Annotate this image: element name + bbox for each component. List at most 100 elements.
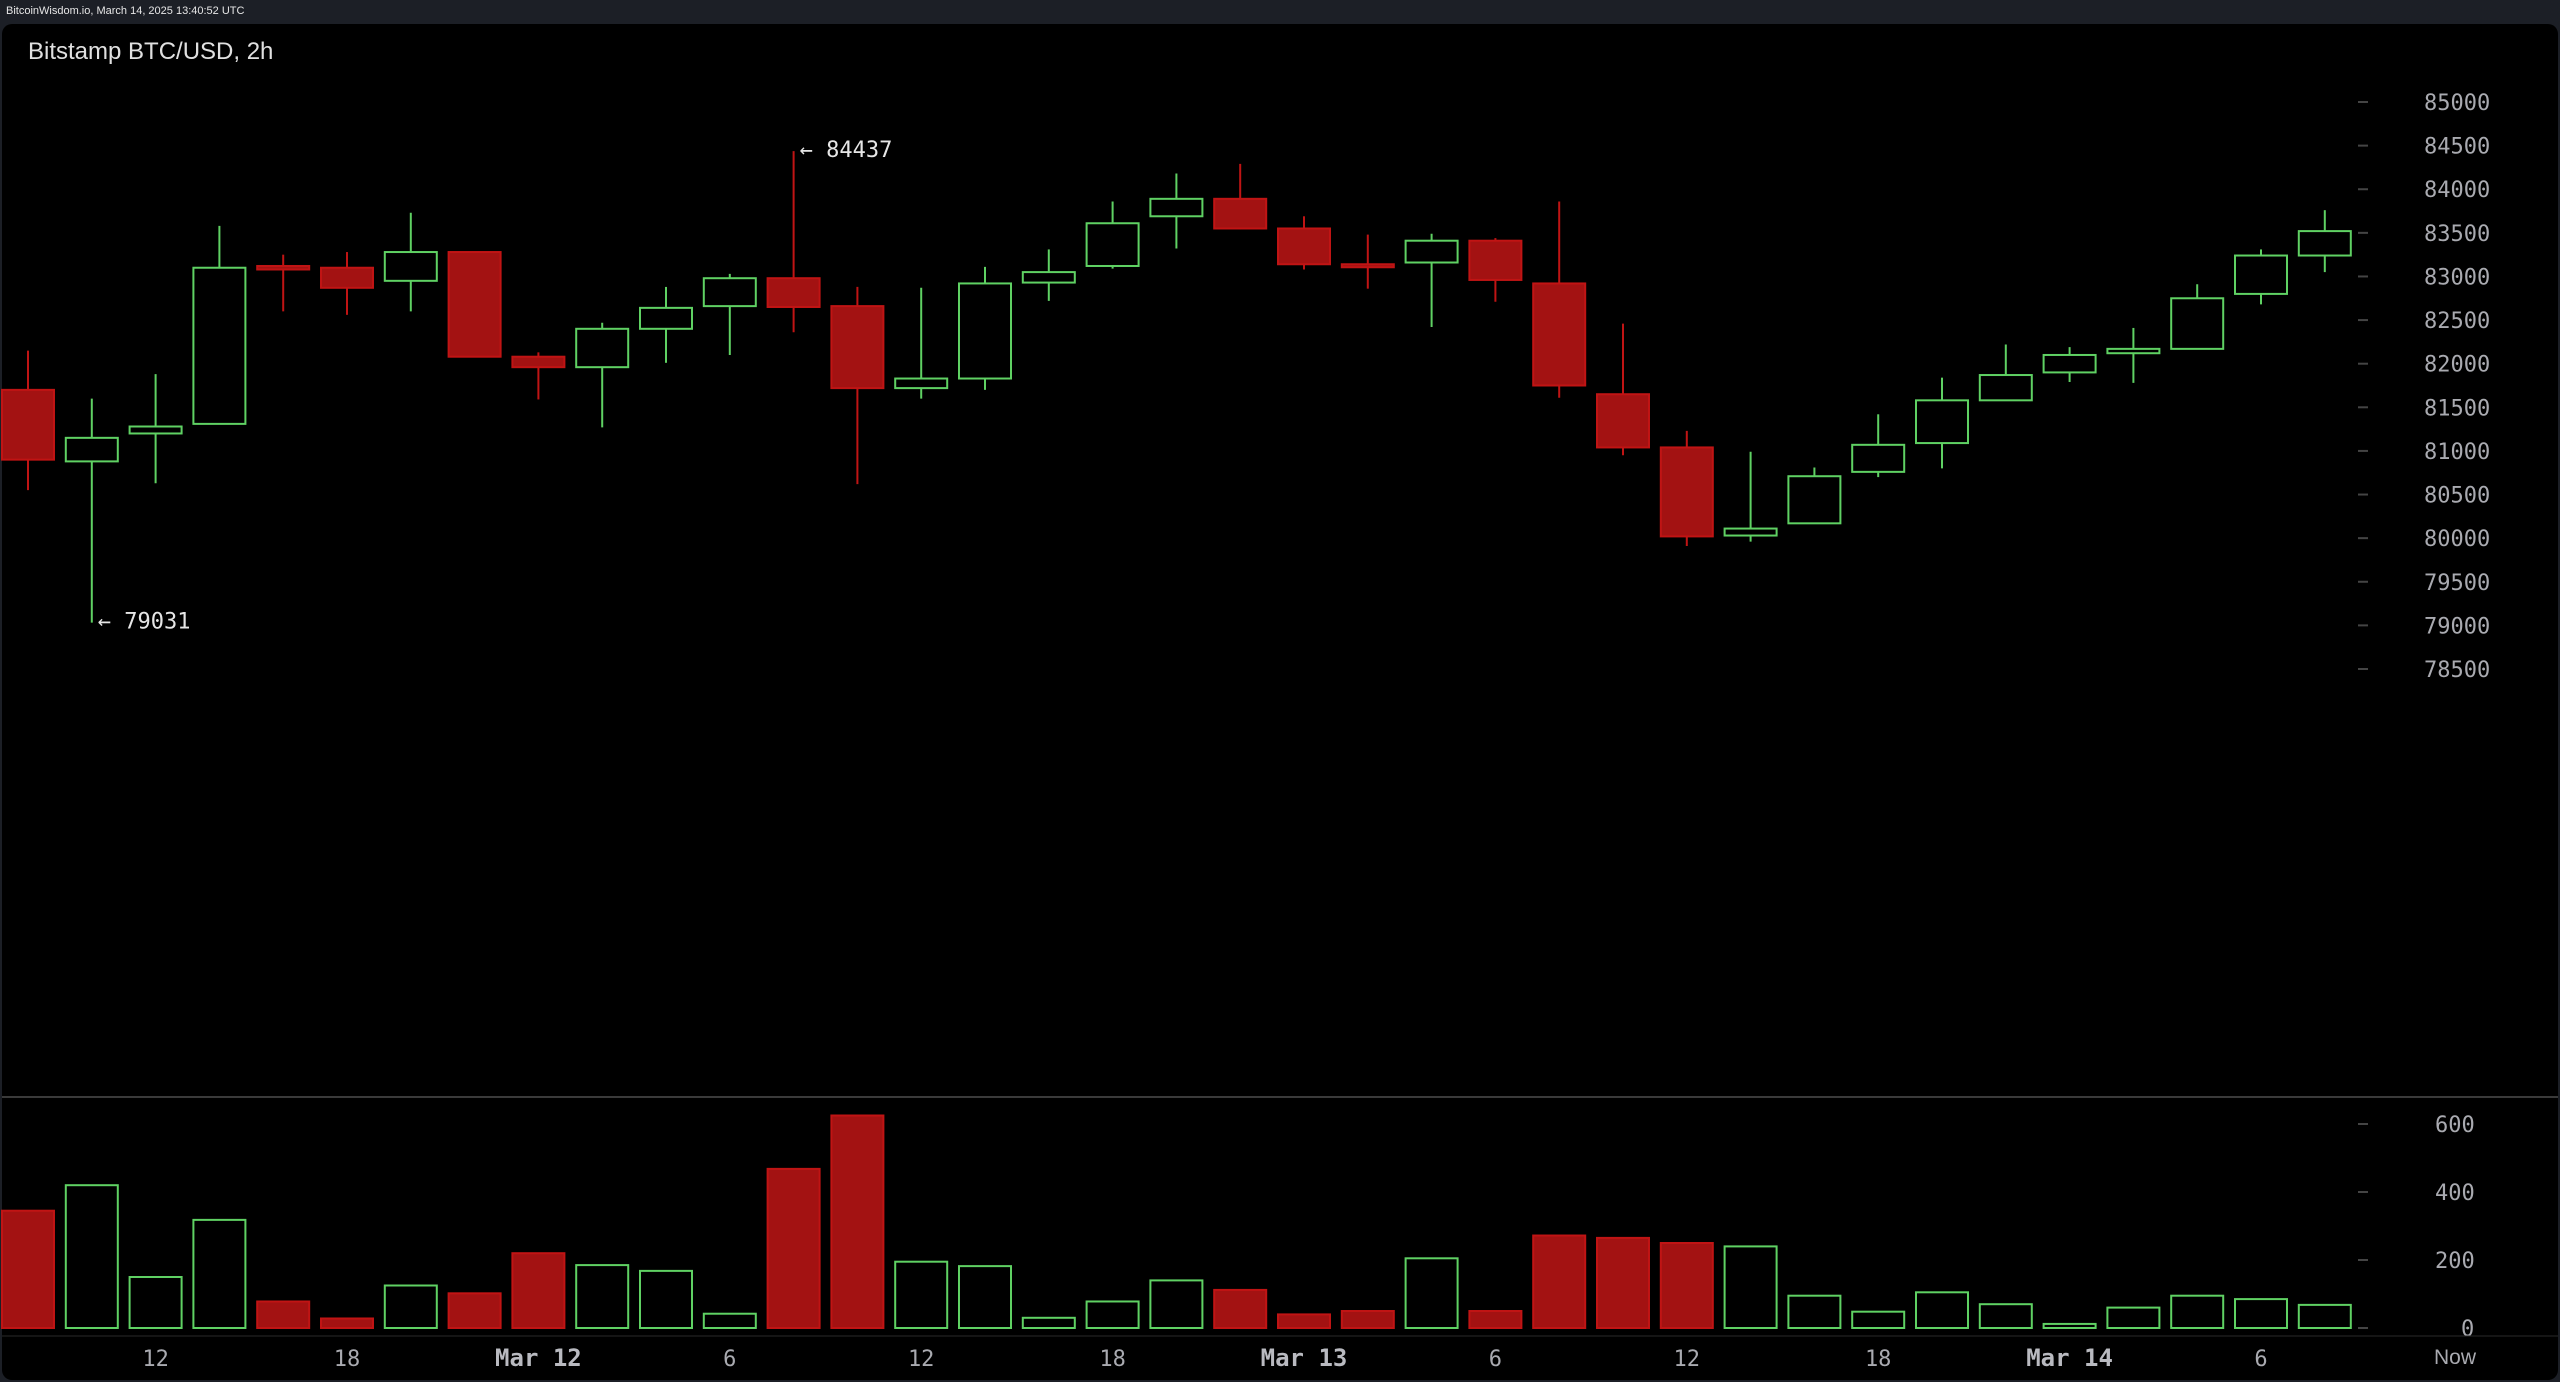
price-tick-label: 79000 xyxy=(2424,614,2490,639)
volume-bar[interactable] xyxy=(894,1260,949,1329)
volume-bar[interactable] xyxy=(1978,1303,2033,1329)
time-tick-label: Mar 12 xyxy=(495,1344,582,1372)
volume-bar[interactable] xyxy=(447,1292,502,1329)
volume-bar[interactable] xyxy=(958,1265,1012,1329)
time-tick-label: 12 xyxy=(908,1347,935,1372)
candle-body-up[interactable] xyxy=(639,306,693,330)
time-tick-label: 18 xyxy=(1099,1347,1126,1372)
volume-bar[interactable] xyxy=(702,1312,757,1329)
candle-body-up[interactable] xyxy=(192,266,247,425)
time-tick-label: 6 xyxy=(723,1347,736,1372)
candle-body-up[interactable] xyxy=(702,277,757,308)
price-tick-label: 81000 xyxy=(2424,440,2490,465)
price-tick-label: 85000 xyxy=(2424,91,2490,116)
volume-bar[interactable] xyxy=(383,1284,438,1329)
candlestick-chart[interactable]: Bitstamp BTC/USD, 2h 85000 84500 84000 8350… xyxy=(0,24,2560,1382)
volume-bar[interactable] xyxy=(639,1269,693,1330)
volume-bar[interactable] xyxy=(830,1114,885,1329)
volume-bar[interactable] xyxy=(1468,1310,1523,1329)
volume-bar[interactable] xyxy=(766,1167,821,1329)
price-tick-label: 82000 xyxy=(2424,353,2490,378)
volume-bar[interactable] xyxy=(2297,1303,2352,1330)
volume-bar[interactable] xyxy=(2234,1298,2288,1329)
volume-tick-label: 0 xyxy=(2461,1317,2474,1342)
candle-body-up[interactable] xyxy=(1978,374,2033,402)
candle-body-down[interactable] xyxy=(256,264,311,271)
now-label: Now xyxy=(2434,1346,2477,1369)
volume-bar[interactable] xyxy=(2042,1322,2097,1330)
volume-bar[interactable] xyxy=(1404,1257,1459,1330)
time-tick-label: 18 xyxy=(1865,1347,1892,1372)
volume-bar[interactable] xyxy=(2106,1306,2161,1329)
candle-body-up[interactable] xyxy=(2297,230,2352,257)
volume-bar[interactable] xyxy=(64,1184,119,1329)
volume-bar[interactable] xyxy=(1851,1310,1906,1330)
candle-body-up[interactable] xyxy=(2042,353,2097,374)
candle-body-up[interactable] xyxy=(1851,443,1906,473)
candle-body-up[interactable] xyxy=(1149,197,1204,218)
volume-bar[interactable] xyxy=(1723,1245,1778,1330)
volume-bar[interactable] xyxy=(192,1218,247,1330)
candle-body-up[interactable] xyxy=(575,327,630,369)
price-tick-label: 80000 xyxy=(2424,527,2490,552)
volume-tick-label: 400 xyxy=(2435,1181,2475,1206)
candle-body-down[interactable] xyxy=(1659,446,1714,538)
candle-body-up[interactable] xyxy=(1723,527,1778,537)
volume-bar[interactable] xyxy=(1213,1288,1268,1330)
price-tick-label: 83000 xyxy=(2424,265,2490,290)
candle-body-down[interactable] xyxy=(447,251,502,358)
candle-body-down[interactable] xyxy=(1468,239,1523,281)
volume-bar[interactable] xyxy=(1787,1294,1842,1329)
volume-bar[interactable] xyxy=(1915,1291,1969,1330)
candle-body-up[interactable] xyxy=(128,425,183,435)
volume-bar[interactable] xyxy=(320,1317,374,1329)
price-tick-label: 84500 xyxy=(2424,135,2490,160)
candle-body-up[interactable] xyxy=(64,436,119,463)
source-timestamp: BitcoinWisdom.io, March 14, 2025 13:40:5… xyxy=(6,5,245,17)
candle-body-down[interactable] xyxy=(1596,393,1650,449)
candle-body-down[interactable] xyxy=(1277,227,1331,266)
candle-body-down[interactable] xyxy=(511,355,566,369)
volume-bar[interactable] xyxy=(1021,1316,1076,1330)
candle-body-down[interactable] xyxy=(1340,263,1395,269)
volume-bar[interactable] xyxy=(2170,1294,2225,1329)
candle-body-down[interactable] xyxy=(1532,282,1587,387)
price-tick-label: 78500 xyxy=(2424,658,2490,683)
candle-body-down[interactable] xyxy=(830,305,885,390)
time-tick-label: 6 xyxy=(1489,1347,1502,1372)
candle-body-down[interactable] xyxy=(1213,197,1268,230)
candle-body-up[interactable] xyxy=(1915,399,1969,445)
candle-body-up[interactable] xyxy=(958,282,1012,380)
candle-body-down[interactable] xyxy=(320,266,374,289)
volume-bar[interactable] xyxy=(575,1264,630,1329)
top-bar: BitcoinWisdom.io, March 14, 2025 13:40:5… xyxy=(0,0,2560,24)
chart-title: Bitstamp BTC/USD, 2h xyxy=(28,38,273,65)
volume-bar[interactable] xyxy=(1340,1310,1395,1329)
volume-bar[interactable] xyxy=(511,1252,566,1329)
volume-bar[interactable] xyxy=(1277,1313,1331,1330)
volume-bar[interactable] xyxy=(256,1300,311,1329)
candle-body-up[interactable] xyxy=(2234,254,2288,295)
volume-bar[interactable] xyxy=(1149,1279,1204,1330)
volume-bar[interactable] xyxy=(1085,1300,1140,1329)
candle-body-up[interactable] xyxy=(1085,222,1140,267)
chart-background xyxy=(2,24,2558,1380)
volume-bar[interactable] xyxy=(1596,1236,1650,1330)
time-tick-label: Mar 13 xyxy=(1261,1344,1348,1372)
time-tick-label: Mar 14 xyxy=(2026,1344,2113,1372)
candle-body-up[interactable] xyxy=(1787,475,1842,525)
candle-body-down[interactable] xyxy=(766,277,821,308)
candle-body-up[interactable] xyxy=(2170,297,2225,350)
candle-body-up[interactable] xyxy=(1021,271,1076,284)
volume-bar[interactable] xyxy=(1659,1242,1714,1329)
candle-body-down[interactable] xyxy=(1,388,55,461)
candle-body-up[interactable] xyxy=(383,251,438,282)
candle-body-up[interactable] xyxy=(1404,239,1459,264)
candle-body-up[interactable] xyxy=(2106,347,2161,355)
candle-body-up[interactable] xyxy=(894,377,949,390)
chart-frame: Bitstamp BTC/USD, 2h 85000 84500 84000 8350… xyxy=(0,24,2560,1382)
time-tick-label: 6 xyxy=(2254,1347,2267,1372)
volume-bar[interactable] xyxy=(1532,1234,1587,1330)
volume-bar[interactable] xyxy=(1,1209,55,1329)
volume-bar[interactable] xyxy=(128,1276,183,1329)
